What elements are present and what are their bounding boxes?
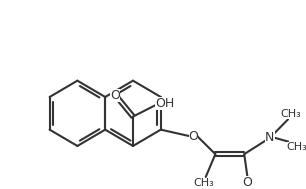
Text: O: O xyxy=(188,130,198,143)
Text: CH₃: CH₃ xyxy=(281,109,301,119)
Text: O: O xyxy=(243,176,252,189)
Text: CH₃: CH₃ xyxy=(193,178,214,188)
Text: OH: OH xyxy=(155,97,174,110)
Text: N: N xyxy=(265,131,274,144)
Text: CH₃: CH₃ xyxy=(287,142,306,152)
Text: O: O xyxy=(110,89,120,101)
